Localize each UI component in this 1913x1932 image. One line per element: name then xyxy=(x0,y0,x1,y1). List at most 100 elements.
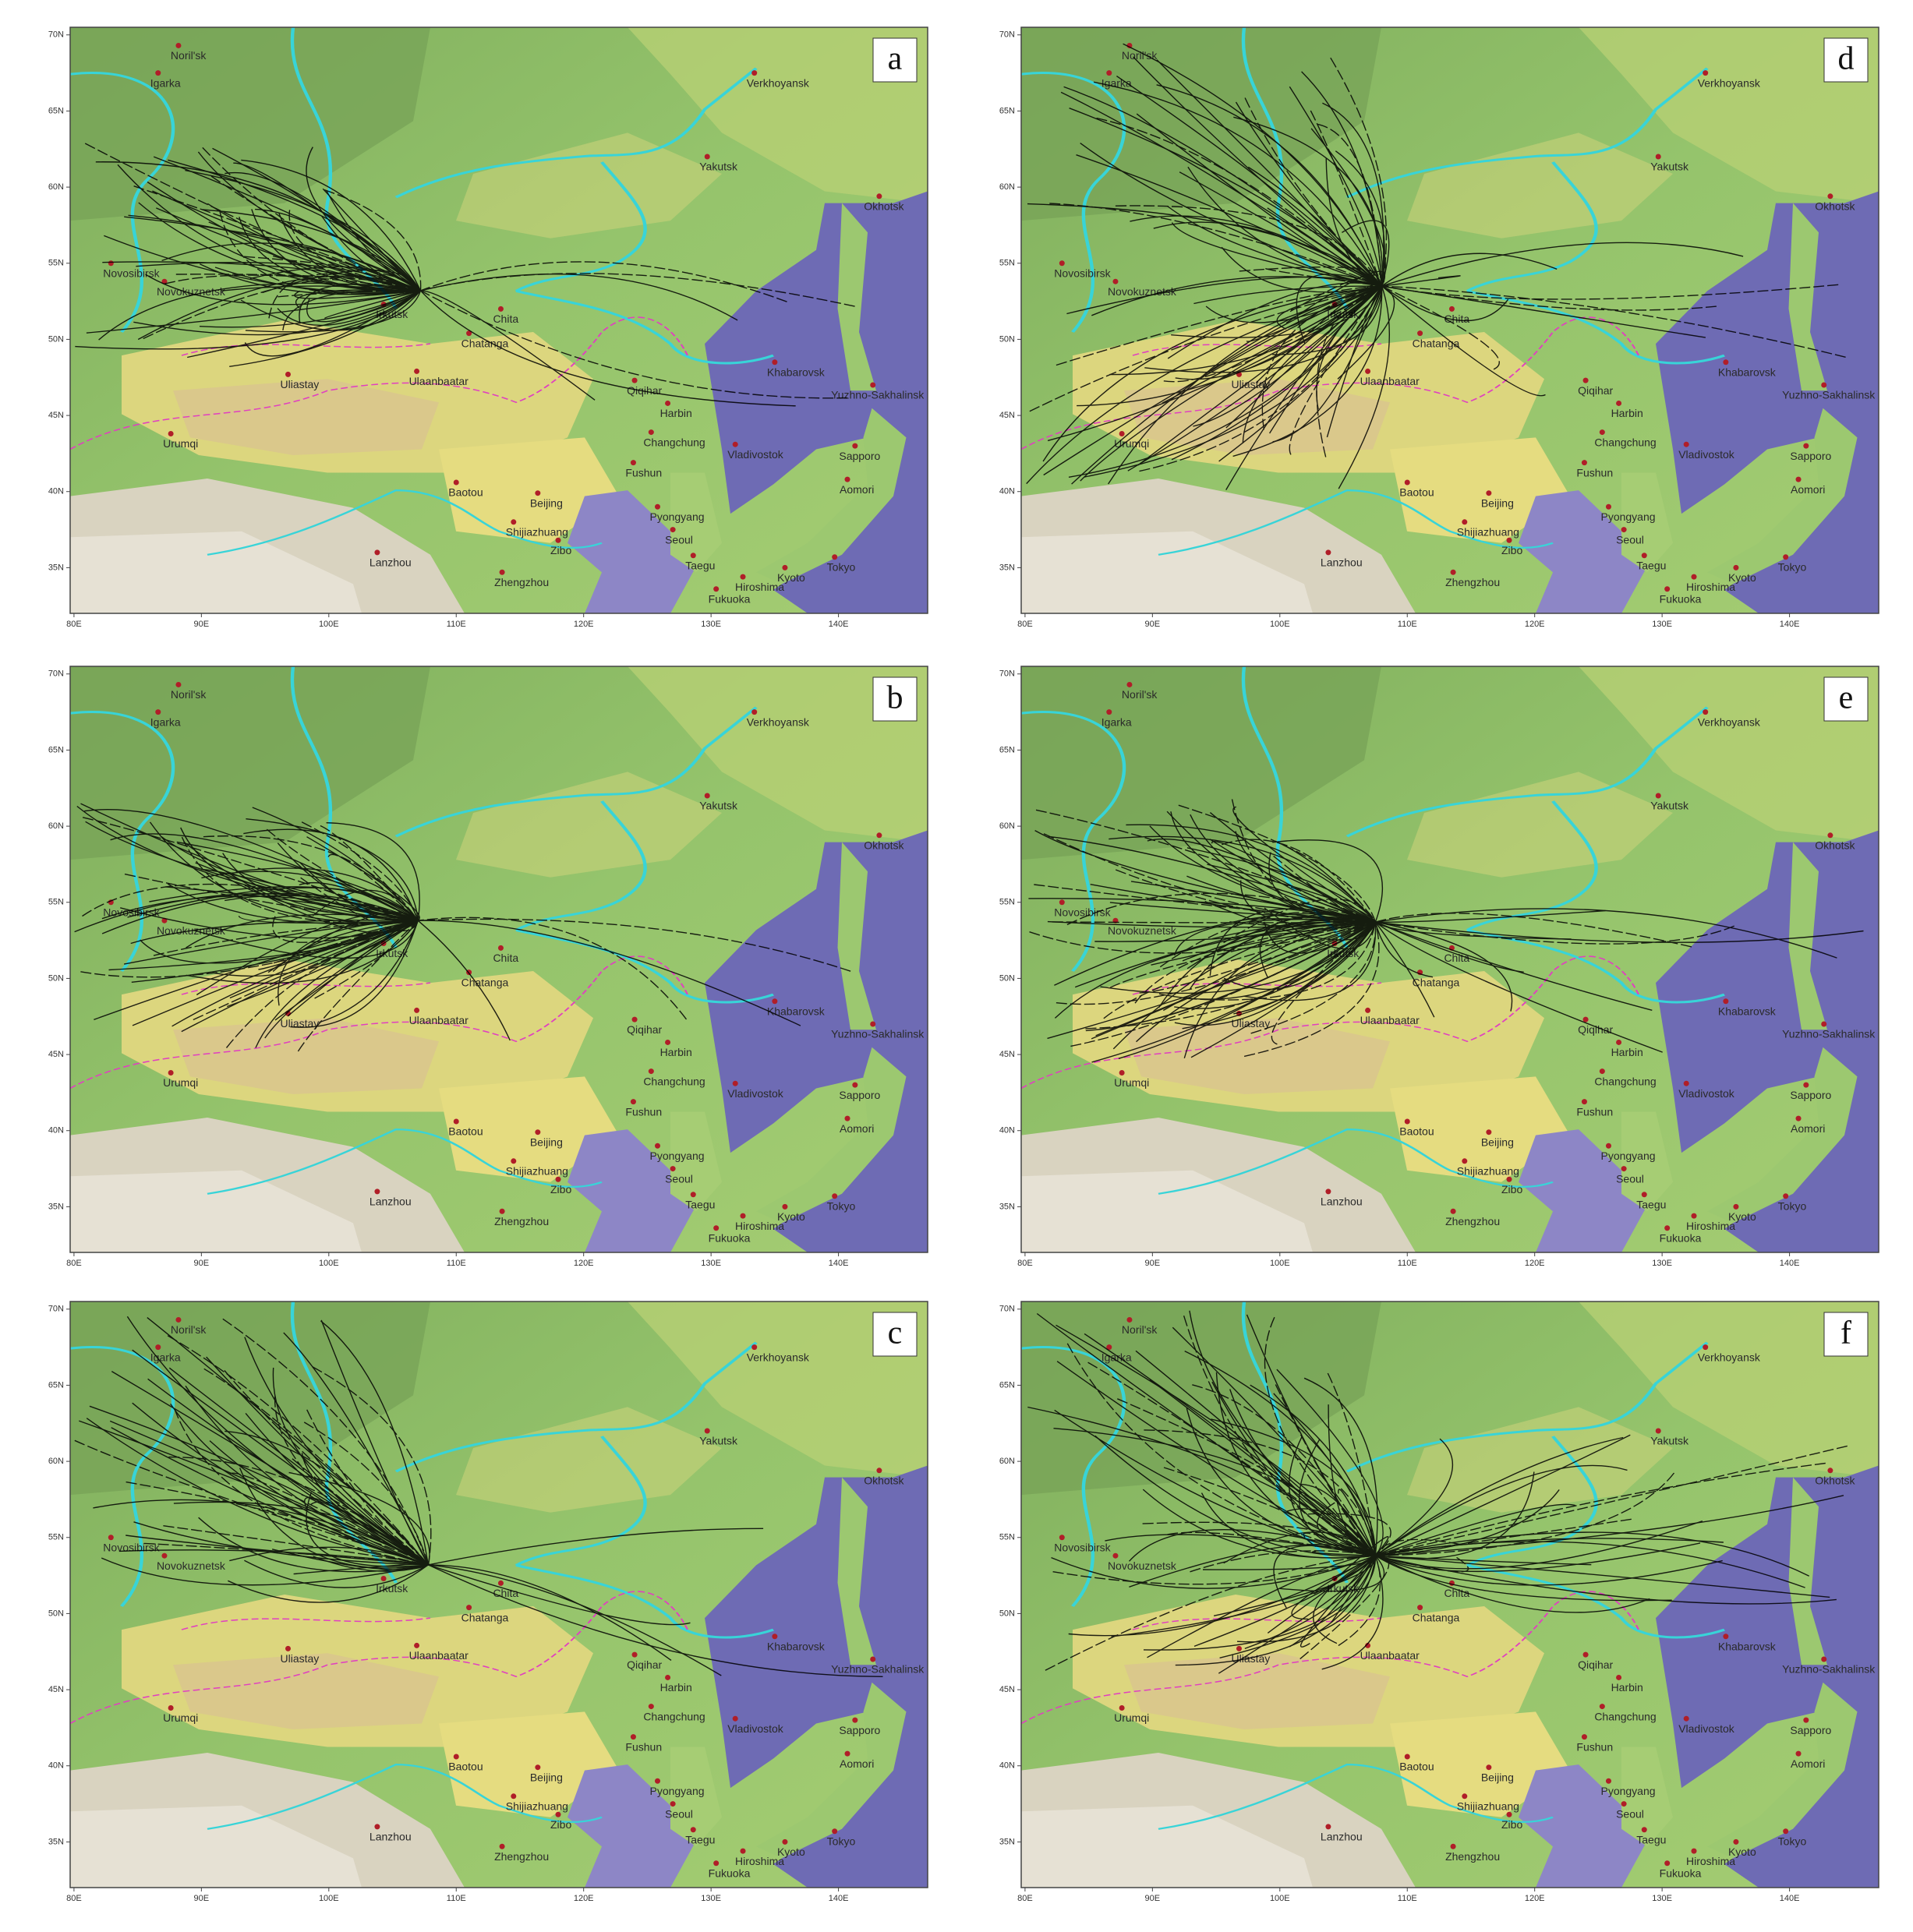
x-tick-label: 110E xyxy=(447,620,466,629)
city-marker xyxy=(1733,564,1739,570)
y-tick-label: 60N xyxy=(999,182,1015,192)
y-tick-label: 65N xyxy=(999,106,1015,115)
city-marker xyxy=(1655,793,1661,799)
trajectory xyxy=(133,1521,429,1566)
city-marker xyxy=(772,1634,778,1640)
city-marker xyxy=(1733,1838,1739,1845)
trajectory xyxy=(1310,128,1386,287)
trajectory xyxy=(1053,1428,1376,1556)
trajectories xyxy=(1028,799,1864,1063)
city-label: Seoul xyxy=(665,533,693,546)
city-marker xyxy=(740,1848,746,1854)
city-label: Fukuoka xyxy=(709,1867,751,1879)
trajectory xyxy=(1211,1381,1376,1556)
city-label: Zhengzhou xyxy=(1445,1850,1500,1863)
city-marker xyxy=(732,1715,738,1722)
city-marker xyxy=(1417,1605,1423,1611)
city-label: Kyoto xyxy=(1728,571,1756,584)
city-label: Hiroshima xyxy=(1686,1220,1735,1232)
city-marker xyxy=(374,549,380,556)
x-tick-label: 130E xyxy=(1652,1894,1672,1903)
city-marker xyxy=(466,330,472,337)
city-label: Pyongyang xyxy=(649,510,704,523)
trajectories xyxy=(75,143,855,407)
city-label: Shijiazhuang xyxy=(1457,1165,1519,1178)
trajectory xyxy=(1091,921,1376,1063)
city-marker xyxy=(1641,1192,1647,1198)
city-marker xyxy=(782,1838,788,1845)
city-marker xyxy=(1119,1070,1125,1076)
trajectory xyxy=(1193,285,1382,305)
trajectory xyxy=(1084,1333,1376,1556)
city-label: Khabarovsk xyxy=(767,1640,826,1652)
city-label: Baotou xyxy=(448,1125,483,1138)
trajectories xyxy=(1027,1310,1848,1674)
city-label: Qiqihar xyxy=(627,1023,662,1036)
map-panel: Noril'sk Igarka Verkhoyansk Yakutsk Okhotsk N… xyxy=(999,666,1879,1268)
city-marker xyxy=(1450,569,1456,575)
city-marker xyxy=(630,460,636,466)
trajectory xyxy=(1186,875,1376,923)
trajectory xyxy=(1076,154,1382,287)
city-label: Novokuznetsk xyxy=(1108,924,1177,937)
city-label: Kyoto xyxy=(777,1210,805,1223)
y-tick-label: 50N xyxy=(48,334,64,344)
city-label: Urumqi xyxy=(1114,1711,1149,1724)
city-label: Baotou xyxy=(448,486,483,499)
trajectory xyxy=(1029,921,1376,954)
trajectory xyxy=(221,285,421,291)
city-marker xyxy=(740,1213,746,1219)
y-tick-label: 60N xyxy=(999,1457,1015,1466)
trajectory xyxy=(1246,1314,1376,1556)
city-marker xyxy=(870,1656,876,1662)
trajectory xyxy=(130,920,419,945)
city-marker xyxy=(155,1344,161,1351)
trajectory xyxy=(82,817,419,921)
city-label: Harbin xyxy=(1611,1046,1643,1058)
city-label: Yakutsk xyxy=(1650,1435,1689,1447)
trajectory xyxy=(132,1349,429,1566)
trajectory xyxy=(1375,1542,1701,1573)
city-marker xyxy=(380,1575,387,1581)
y-tick-label: 50N xyxy=(999,1609,1015,1618)
trajectory xyxy=(293,1563,430,1575)
trajectory xyxy=(1066,1343,1376,1556)
city-marker xyxy=(1827,193,1833,200)
y-tick-label: 65N xyxy=(48,745,64,754)
city-marker xyxy=(1795,1115,1802,1121)
trajectory xyxy=(128,214,421,291)
trajectory xyxy=(1381,285,1846,358)
city-label: Verkhoyansk xyxy=(1698,76,1761,89)
city-label: Noril'sk xyxy=(1122,688,1158,701)
trajectory xyxy=(1375,921,1513,1012)
x-tick-label: 90E xyxy=(194,620,210,629)
city-marker xyxy=(1119,1705,1125,1711)
trajectory xyxy=(203,835,419,921)
city-label: Shijiazhuang xyxy=(1457,526,1519,539)
x-tick-label: 80E xyxy=(66,620,82,629)
x-tick-label: 110E xyxy=(1398,1894,1417,1903)
city-label: Fukuoka xyxy=(709,1231,751,1244)
city-marker xyxy=(1827,832,1833,839)
trajectory xyxy=(1115,205,1383,287)
city-marker xyxy=(1655,154,1661,160)
panel-letter: f xyxy=(1841,1316,1851,1351)
city-marker xyxy=(499,1843,505,1849)
city-marker xyxy=(670,1166,676,1172)
city-marker xyxy=(648,1068,654,1075)
city-label: Zibo xyxy=(1501,544,1522,556)
trajectory xyxy=(1375,921,1653,1011)
y-tick-label: 55N xyxy=(999,259,1015,268)
city-marker xyxy=(1448,306,1455,312)
x-tick-label: 100E xyxy=(1270,620,1290,629)
city-marker xyxy=(1621,527,1627,533)
trajectory xyxy=(1338,285,1390,489)
city-label: Novokuznetsk xyxy=(157,1559,226,1572)
city-label: Chatanga xyxy=(1413,976,1460,988)
trajectory xyxy=(233,162,421,291)
trajectory xyxy=(300,877,419,931)
x-tick-label: 130E xyxy=(701,1894,721,1903)
trajectory xyxy=(264,920,419,1039)
city-marker xyxy=(497,306,504,312)
trajectory xyxy=(1375,1489,1560,1556)
